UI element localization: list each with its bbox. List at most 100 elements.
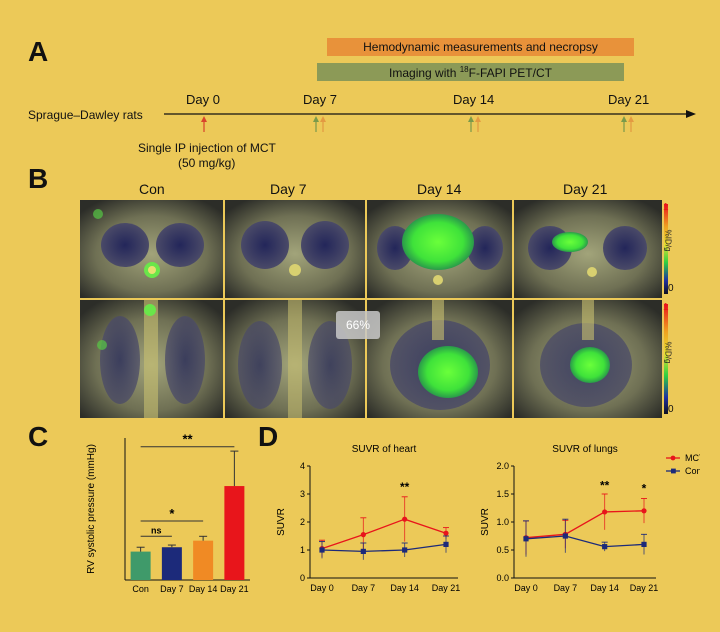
chart-title: SUVR of lungs [552,444,618,455]
injection-label-line2: (50 mg/kg) [178,156,236,170]
zoom-level-overlay[interactable]: 66% [336,311,380,339]
point-con-1 [562,533,568,539]
point-con-2 [602,544,608,550]
colorbar-bottom-max: 1 [663,302,669,313]
column-title-con: Con [139,181,165,197]
day-21-label: Day 21 [608,92,650,107]
colorbar-bottom [664,304,668,414]
bar-2 [193,540,214,580]
axial-day7-image [225,200,365,298]
point-con-0 [319,547,325,553]
axial-day14-image [367,200,512,298]
day-7-label: Day 7 [303,92,337,107]
y-axis-label: SUVR [480,508,491,536]
colorbar-top [664,204,668,294]
legend-label-mct: MCT [685,453,700,463]
suvr-heart-line-chart: SUVR of heart SUVR 0 1 2 3 4 Day 0 Day 7 Day 14 Da… [276,444,461,593]
coronal-day21-image [514,300,662,418]
day21-arrows-icon [621,116,634,132]
y-tick-label-3: 3 [300,489,305,499]
panel-label-a: A [28,36,49,67]
point-mct-3 [443,530,449,536]
hemodynamic-bar: Hemodynamic measurements and necropsy [327,38,634,56]
y-tick-label-4: 4 [300,461,305,471]
panel-label-b: B [28,163,49,194]
point-mct-3 [641,508,647,514]
bar-3 [224,486,245,580]
colorbar-bottom-min: 0 [668,404,674,415]
y-tick-label-2: 1.0 [496,517,509,527]
point-con-3 [443,541,449,547]
point-mct-2 [602,509,608,515]
x-tick-label-2: Day 14 [390,583,419,593]
series-line-con [525,535,645,548]
colorbar-top-max: 1 [663,202,669,213]
coronal-con-image [80,300,223,418]
significance-label-1: * [642,481,647,495]
day7-arrows-icon [313,116,326,132]
y-tick-label-1: 0.5 [496,545,509,555]
column-title-day21: Day 21 [563,181,608,197]
colorbar-top-unit: %ID/g [663,229,673,252]
x-tick-label-3: Day 21 [630,583,659,593]
colorbar-bottom-unit: %ID/g [663,341,673,364]
x-tick-label-1: Day 7 [160,584,184,594]
imaging-bar-label: Imaging with 18F-FAPI PET/CT [389,64,552,80]
hemodynamic-bar-label: Hemodynamic measurements and necropsy [363,40,598,54]
legend-label-con: Con [685,466,700,476]
x-tick-label-0: Day 0 [310,583,334,593]
x-tick-label-2: Day 14 [590,583,619,593]
chart-title: SUVR of heart [352,444,417,455]
column-title-day7: Day 7 [270,181,307,197]
point-mct-1 [360,532,366,538]
significance-label-0: ** [600,479,610,493]
subject-label: Sprague–Dawley rats [28,108,143,122]
point-con-2 [402,547,408,553]
rv-pressure-bar-chart: RV systolic pressure (mmHg) Con Day 7 Day 1… [86,432,250,594]
x-tick-label-3: Day 21 [432,583,461,593]
injection-label-line1: Single IP injection of MCT [138,141,276,155]
axial-day21-image [514,200,662,298]
day-14-label: Day 14 [453,92,495,107]
injection-arrow-icon [201,116,207,132]
y-axis-label: RV systolic pressure (mmHg) [86,444,97,574]
panel-label-d: D [258,421,279,452]
bar-0 [130,551,151,580]
pet-ct-image-grid [80,200,668,418]
series-line-mct [525,510,645,539]
y-axis-label: SUVR [276,508,287,536]
x-tick-label-1: Day 7 [554,583,578,593]
timeline-svg [164,110,696,132]
sig-bracket-ns-label: ns [151,525,162,535]
sig-bracket-star-label: * [169,506,175,521]
column-title-day14: Day 14 [417,181,462,197]
point-mct-2 [402,516,408,522]
x-tick-label-2: Day 14 [189,584,218,594]
colorbar-top-min: 0 [668,283,674,294]
axial-con-image [80,200,223,298]
point-con-3 [641,541,647,547]
y-tick-label-2: 2 [300,517,305,527]
significance-label-0: ** [400,480,410,494]
point-con-1 [360,548,366,554]
series-line-con [321,543,447,553]
day14-arrows-icon [468,116,481,132]
suvr-lungs-line-chart: SUVR of lungs SUVR 0.0 0.5 1.0 1.5 2.0 Day 0 Day… [480,444,700,593]
day-0-label: Day 0 [186,92,220,107]
y-tick-label-4: 2.0 [496,461,509,471]
legend-marker-con [671,468,676,474]
x-tick-label-3: Day 21 [220,584,249,594]
y-tick-label-1: 1 [300,545,305,555]
timeline-arrowhead-icon [686,110,696,118]
x-tick-label-1: Day 7 [352,583,376,593]
point-con-0 [523,536,529,542]
y-tick-label-3: 1.5 [496,489,509,499]
legend-marker-mct [670,455,676,461]
coronal-day14-image [367,300,512,418]
sig-bracket-double-star-label: ** [182,432,193,447]
y-tick-label-0: 0 [300,573,305,583]
x-tick-label-0: Day 0 [514,583,538,593]
imaging-bar: Imaging with 18F-FAPI PET/CT [317,63,624,81]
bar-1 [161,547,182,580]
x-tick-label-0: Con [132,584,149,594]
